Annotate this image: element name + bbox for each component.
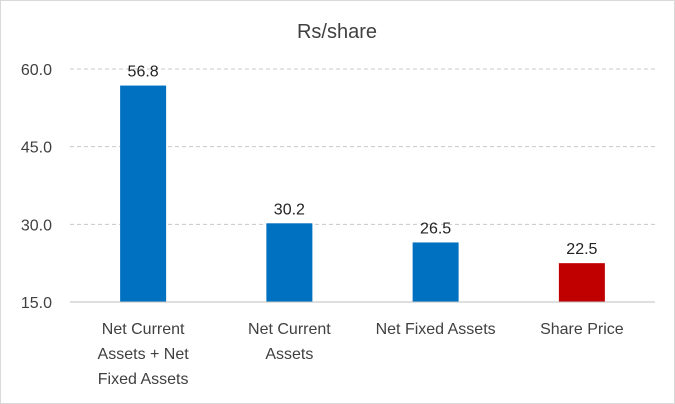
bar bbox=[558, 263, 605, 302]
category-labels: Net Current Assets + Net Fixed Assets Net C… bbox=[98, 321, 624, 388]
y-axis-tick-labels: 15.0 30.0 45.0 60.0 bbox=[21, 62, 52, 312]
y-tick-label: 30.0 bbox=[21, 217, 52, 234]
y-tick-label: 15.0 bbox=[21, 295, 52, 312]
data-label: 26.5 bbox=[420, 220, 451, 237]
category-label: Net Fixed Assets bbox=[376, 321, 496, 338]
data-label: 30.2 bbox=[274, 201, 305, 218]
y-tick-label: 45.0 bbox=[21, 140, 52, 157]
category-label: Share Price bbox=[540, 321, 624, 338]
data-label: 56.8 bbox=[128, 64, 159, 81]
bars bbox=[120, 85, 605, 303]
bar bbox=[412, 242, 459, 302]
data-labels: 56.8 30.2 26.5 22.5 bbox=[128, 64, 598, 259]
category-label: Net Current Assets + Net Fixed Assets bbox=[98, 321, 190, 388]
chart-title: Rs/share bbox=[297, 21, 377, 43]
bar bbox=[120, 85, 167, 303]
y-tick-label: 60.0 bbox=[21, 62, 52, 79]
category-label: Net Current Assets bbox=[248, 321, 331, 363]
bar bbox=[266, 223, 313, 302]
data-label: 22.5 bbox=[566, 241, 597, 258]
